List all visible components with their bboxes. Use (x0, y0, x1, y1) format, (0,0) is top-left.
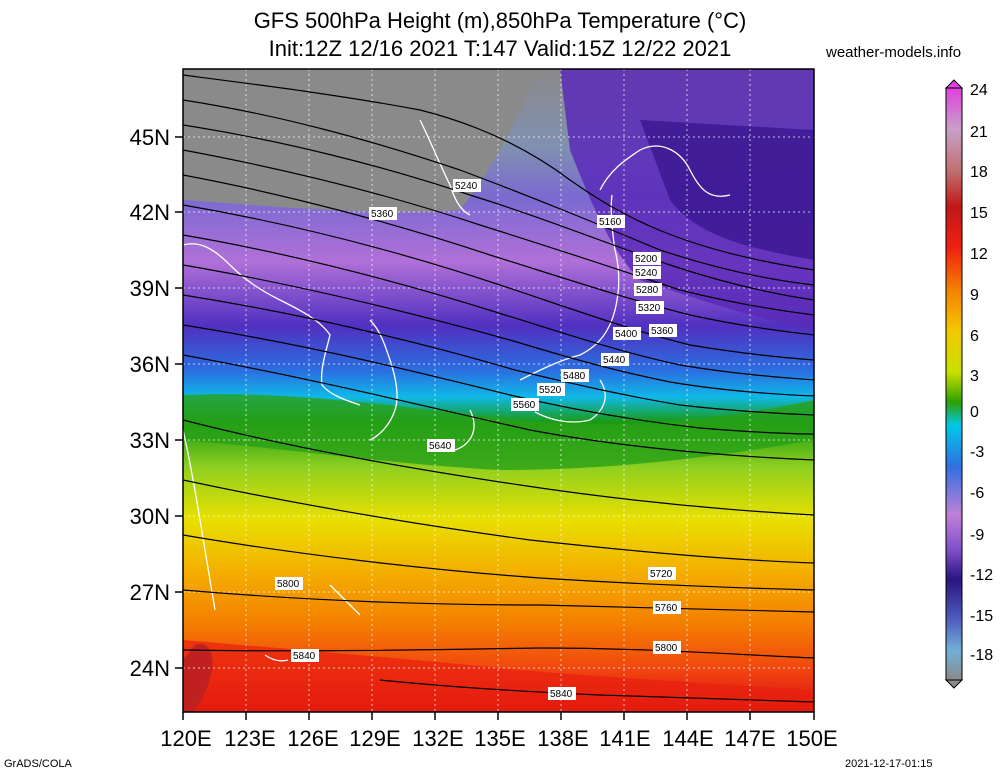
svg-text:5840: 5840 (550, 689, 573, 700)
colorbar-label: -3 (970, 444, 984, 461)
colorbar-label: 18 (970, 164, 988, 181)
contour-label: 5440 (601, 353, 629, 366)
colorbar-label: 6 (970, 328, 979, 345)
contour-label: 5760 (653, 601, 681, 614)
contour-label: 5240 (633, 266, 661, 279)
lat-ticks (175, 136, 183, 669)
colorbar-bar (945, 87, 963, 681)
svg-text:5440: 5440 (603, 355, 626, 366)
svg-text:5800: 5800 (277, 579, 300, 590)
lon-label: 147E (724, 726, 775, 751)
contour-label: 5480 (561, 369, 589, 382)
svg-text:5400: 5400 (615, 329, 638, 340)
svg-text:5240: 5240 (455, 181, 478, 192)
lon-label: 135E (474, 726, 525, 751)
svg-text:5240: 5240 (635, 268, 658, 279)
colorbar-label: -9 (970, 527, 984, 544)
lon-label: 150E (786, 726, 837, 751)
lat-label: 39N (130, 276, 170, 301)
svg-text:5840: 5840 (293, 651, 316, 662)
contour-label: 5360 (649, 324, 677, 337)
colorbar-label: 3 (970, 368, 979, 385)
svg-text:5360: 5360 (371, 209, 394, 220)
contour-label: 5560 (511, 398, 539, 411)
colorbar (944, 79, 964, 689)
lat-label: 45N (130, 125, 170, 150)
lat-label: 36N (130, 352, 170, 377)
colorbar-label: 15 (970, 205, 988, 222)
colorbar-label: 12 (970, 246, 988, 263)
colorbar-label: 21 (970, 124, 988, 141)
lon-label: 123E (224, 726, 275, 751)
footer-timestamp: 2021-12-17-01:15 (845, 758, 933, 770)
contour-label: 5840 (291, 649, 319, 662)
chart-title-line2: Init:12Z 12/16 2021 T:147 Valid:15Z 12/2… (268, 36, 732, 61)
colorbar-bottom-arrow (944, 679, 964, 689)
contour-label: 5280 (634, 283, 662, 296)
svg-text:5360: 5360 (651, 326, 674, 337)
svg-text:5640: 5640 (429, 441, 452, 452)
lat-labels: 45N 42N 39N 36N 33N 30N 27N 24N (130, 125, 170, 681)
lon-label: 138E (537, 726, 588, 751)
svg-text:5720: 5720 (650, 569, 673, 580)
contour-label: 5840 (548, 687, 576, 700)
colorbar-top-arrow (944, 79, 964, 89)
colorbar-label: -6 (970, 485, 984, 502)
svg-text:5520: 5520 (539, 385, 562, 396)
svg-text:5320: 5320 (638, 303, 661, 314)
colorbar-label: 24 (970, 82, 988, 99)
lon-label: 141E (599, 726, 650, 751)
contour-label: 5640 (427, 439, 455, 452)
contour-label: 5720 (648, 567, 676, 580)
svg-text:5160: 5160 (599, 217, 622, 228)
lon-label: 144E (662, 726, 713, 751)
contour-labels: 5160 5200 5240 5240 5280 5320 5360 5360 … (275, 179, 681, 700)
colorbar-label: -18 (970, 647, 993, 664)
contour-label: 5800 (275, 577, 303, 590)
svg-text:5760: 5760 (655, 603, 678, 614)
contour-label: 5360 (369, 207, 397, 220)
lon-label: 120E (160, 726, 211, 751)
colorbar-label: -15 (970, 608, 993, 625)
contour-label: 5240 (453, 179, 481, 192)
contour-label: 5800 (653, 641, 681, 654)
contour-label: 5160 (597, 215, 625, 228)
colorbar-label: 0 (970, 404, 979, 421)
svg-text:5200: 5200 (635, 254, 658, 265)
lon-labels: 120E 123E 126E 129E 132E 135E 138E 141E … (160, 726, 837, 751)
colorbar-label: -12 (970, 567, 993, 584)
lon-label: 126E (287, 726, 338, 751)
contour-label: 5400 (613, 327, 641, 340)
lon-label: 129E (349, 726, 400, 751)
height-contours (183, 74, 814, 703)
lat-label: 27N (130, 580, 170, 605)
lat-label: 30N (130, 504, 170, 529)
colorbar-label: 9 (970, 287, 979, 304)
lon-label: 132E (412, 726, 463, 751)
svg-text:5800: 5800 (655, 643, 678, 654)
contour-label: 5200 (633, 252, 661, 265)
colorbar-labels: 24 21 18 15 12 9 6 3 0 -3 -6 -9 -12 -15 … (970, 82, 993, 664)
svg-text:5280: 5280 (636, 285, 659, 296)
contour-label: 5520 (537, 383, 565, 396)
svg-text:5480: 5480 (563, 371, 586, 382)
lat-label: 33N (130, 428, 170, 453)
footer-software: GrADS/COLA (4, 758, 72, 770)
lat-label: 42N (130, 200, 170, 225)
lat-label: 24N (130, 656, 170, 681)
site-name: weather-models.info (826, 44, 962, 61)
chart-title-line1: GFS 500hPa Height (m),850hPa Temperature… (253, 8, 747, 33)
svg-text:5560: 5560 (513, 400, 536, 411)
lon-ticks (182, 712, 815, 720)
contour-label: 5320 (636, 301, 664, 314)
